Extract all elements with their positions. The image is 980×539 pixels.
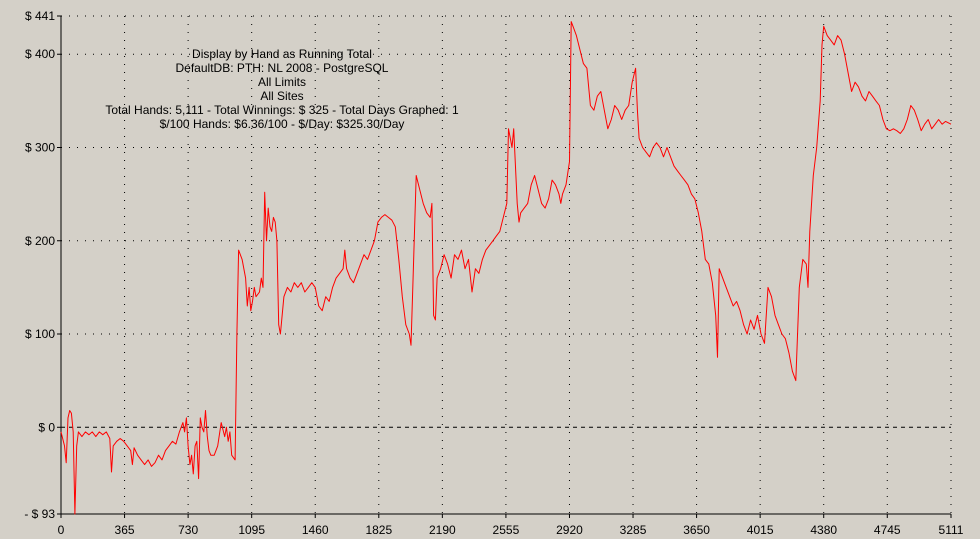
- x-tick-label: 2555: [493, 523, 520, 537]
- x-tick-label: 365: [115, 523, 135, 537]
- x-tick-label: 4015: [747, 523, 774, 537]
- x-tick-label: 3285: [620, 523, 647, 537]
- x-tick-label: 1825: [365, 523, 392, 537]
- x-tick-label: 2920: [556, 523, 583, 537]
- y-tick-label: $ 400: [25, 47, 55, 61]
- x-tick-label: 4380: [810, 523, 837, 537]
- grid-lines: [61, 15, 952, 515]
- x-tick-label: 1095: [238, 523, 265, 537]
- x-tick-label: 5111: [939, 523, 964, 537]
- chart-info-line: DefaultDB: PTH: NL 2008 - PostgreSQL: [176, 61, 389, 75]
- x-tick-label: 2190: [429, 523, 456, 537]
- x-axis: 0 365 730 1095 1460 1825 2190 2555 2920 3285 3650 4…: [58, 514, 964, 537]
- y-tick-label: $ 300: [25, 140, 55, 154]
- chart-info-line: All Sites: [260, 89, 303, 103]
- y-tick-label: $ 100: [25, 327, 55, 341]
- x-tick-label: 4745: [874, 523, 901, 537]
- chart-info-block: Display by Hand as Running TotalDefaultD…: [105, 47, 459, 131]
- chart-info-line: Display by Hand as Running Total: [192, 47, 372, 61]
- series-line: [60, 21, 952, 515]
- x-tick-label: 1460: [302, 523, 329, 537]
- y-tick-label: - $ 93: [24, 507, 55, 521]
- y-tick-label: $ 441: [25, 9, 55, 23]
- x-tick-label: 0: [58, 523, 65, 537]
- y-tick-label: $ 200: [25, 234, 55, 248]
- series-layer: [60, 21, 952, 515]
- chart-info-line: $/100 Hands: $6.36/100 - $/Day: $325.30/…: [160, 117, 405, 131]
- y-tick-label: $ 0: [38, 420, 55, 434]
- chart-info-line: All Limits: [258, 75, 306, 89]
- x-tick-label: 730: [178, 523, 198, 537]
- chart-info-line: Total Hands: 5,111 - Total Winnings: $ 3…: [105, 103, 459, 117]
- x-tick-label: 3650: [683, 523, 710, 537]
- y-axis: - $ 93 $ 0 $ 100 $ 200 $ 300 $ 400 $ 441: [24, 9, 61, 521]
